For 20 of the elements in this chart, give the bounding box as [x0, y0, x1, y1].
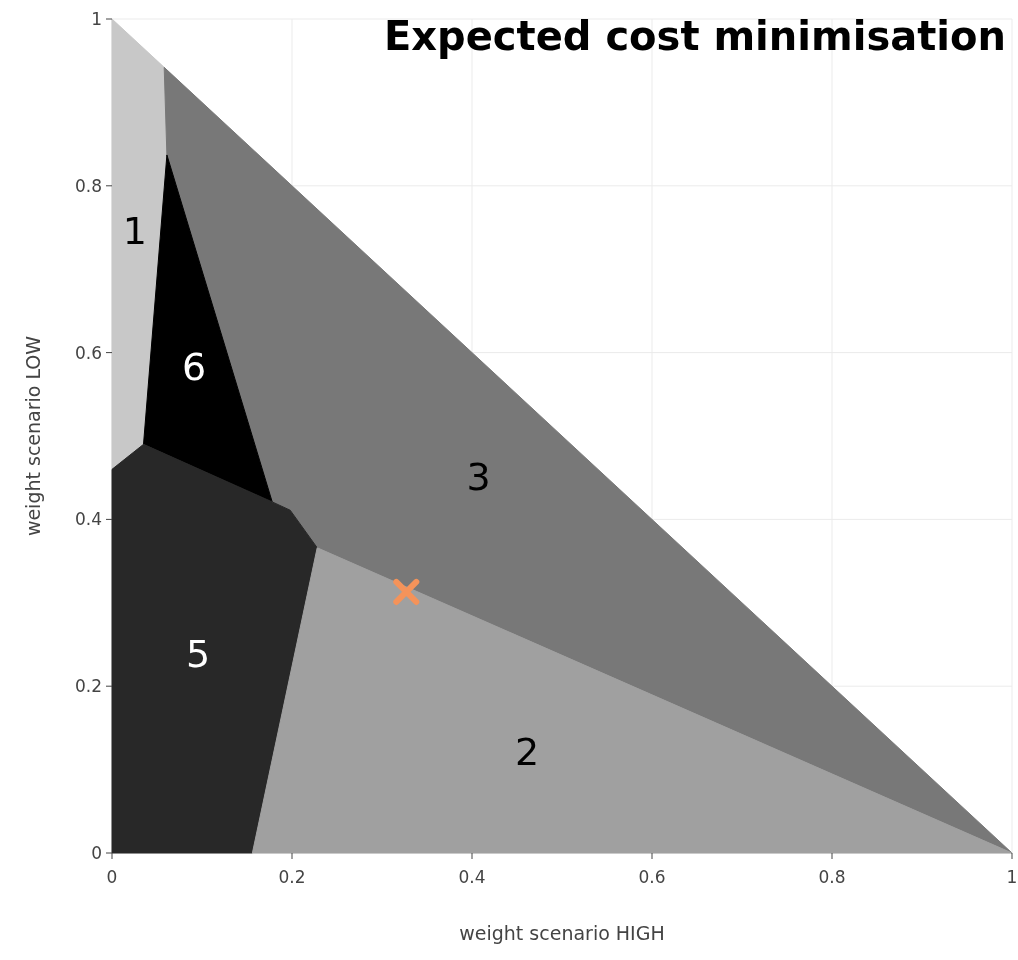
x-tick-label: 0.4 — [458, 867, 486, 887]
y-tick-label: 0 — [91, 843, 102, 863]
x-axis-title: weight scenario HIGH — [459, 922, 665, 944]
chart-title: Expected cost minimisation — [383, 13, 1006, 59]
series-label: 3 — [466, 455, 491, 500]
x-tick-label: 0.8 — [818, 867, 846, 887]
y-tick-label: 1 — [91, 9, 102, 29]
y-tick-label: 0.8 — [74, 175, 102, 196]
x-tick-label: 0.6 — [638, 867, 666, 887]
y-axis-title: weight scenario LOW — [22, 335, 44, 537]
series-label: 1 — [122, 209, 147, 254]
series-label: 2 — [515, 729, 540, 774]
x-tick-label: 0 — [106, 867, 118, 887]
x-tick-label: 1 — [1006, 867, 1018, 887]
y-tick-label: 0.2 — [74, 676, 102, 697]
series-label: 6 — [182, 345, 207, 390]
y-tick-label: 0.6 — [74, 342, 102, 363]
x-tick-label: 0.2 — [278, 867, 306, 887]
series-label: 5 — [185, 631, 211, 676]
y-tick-label: 0.4 — [74, 509, 102, 530]
